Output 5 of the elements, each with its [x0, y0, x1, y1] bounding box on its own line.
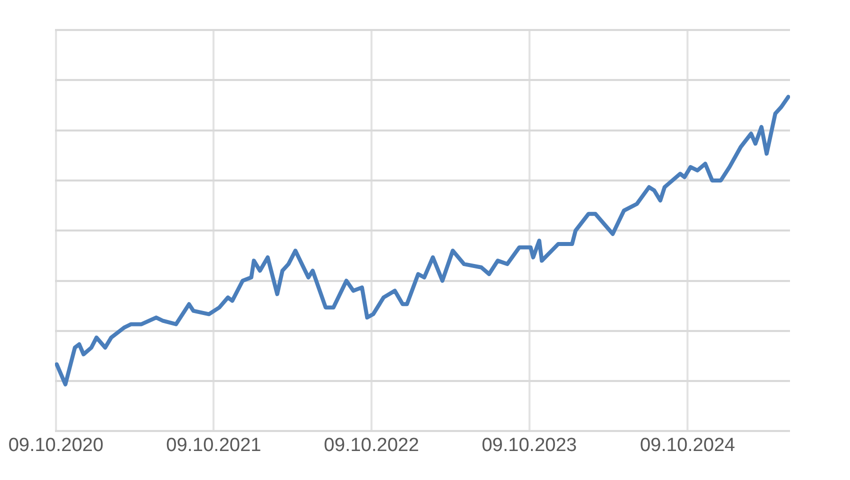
- x-tick-label: 09.10.2020: [8, 434, 104, 456]
- x-tick-label: 09.10.2023: [482, 434, 577, 456]
- x-tick-label: 09.10.2022: [324, 434, 420, 456]
- x-tick-label: 09.10.2021: [166, 434, 262, 456]
- x-tick-label: 09.10.2024: [640, 434, 736, 456]
